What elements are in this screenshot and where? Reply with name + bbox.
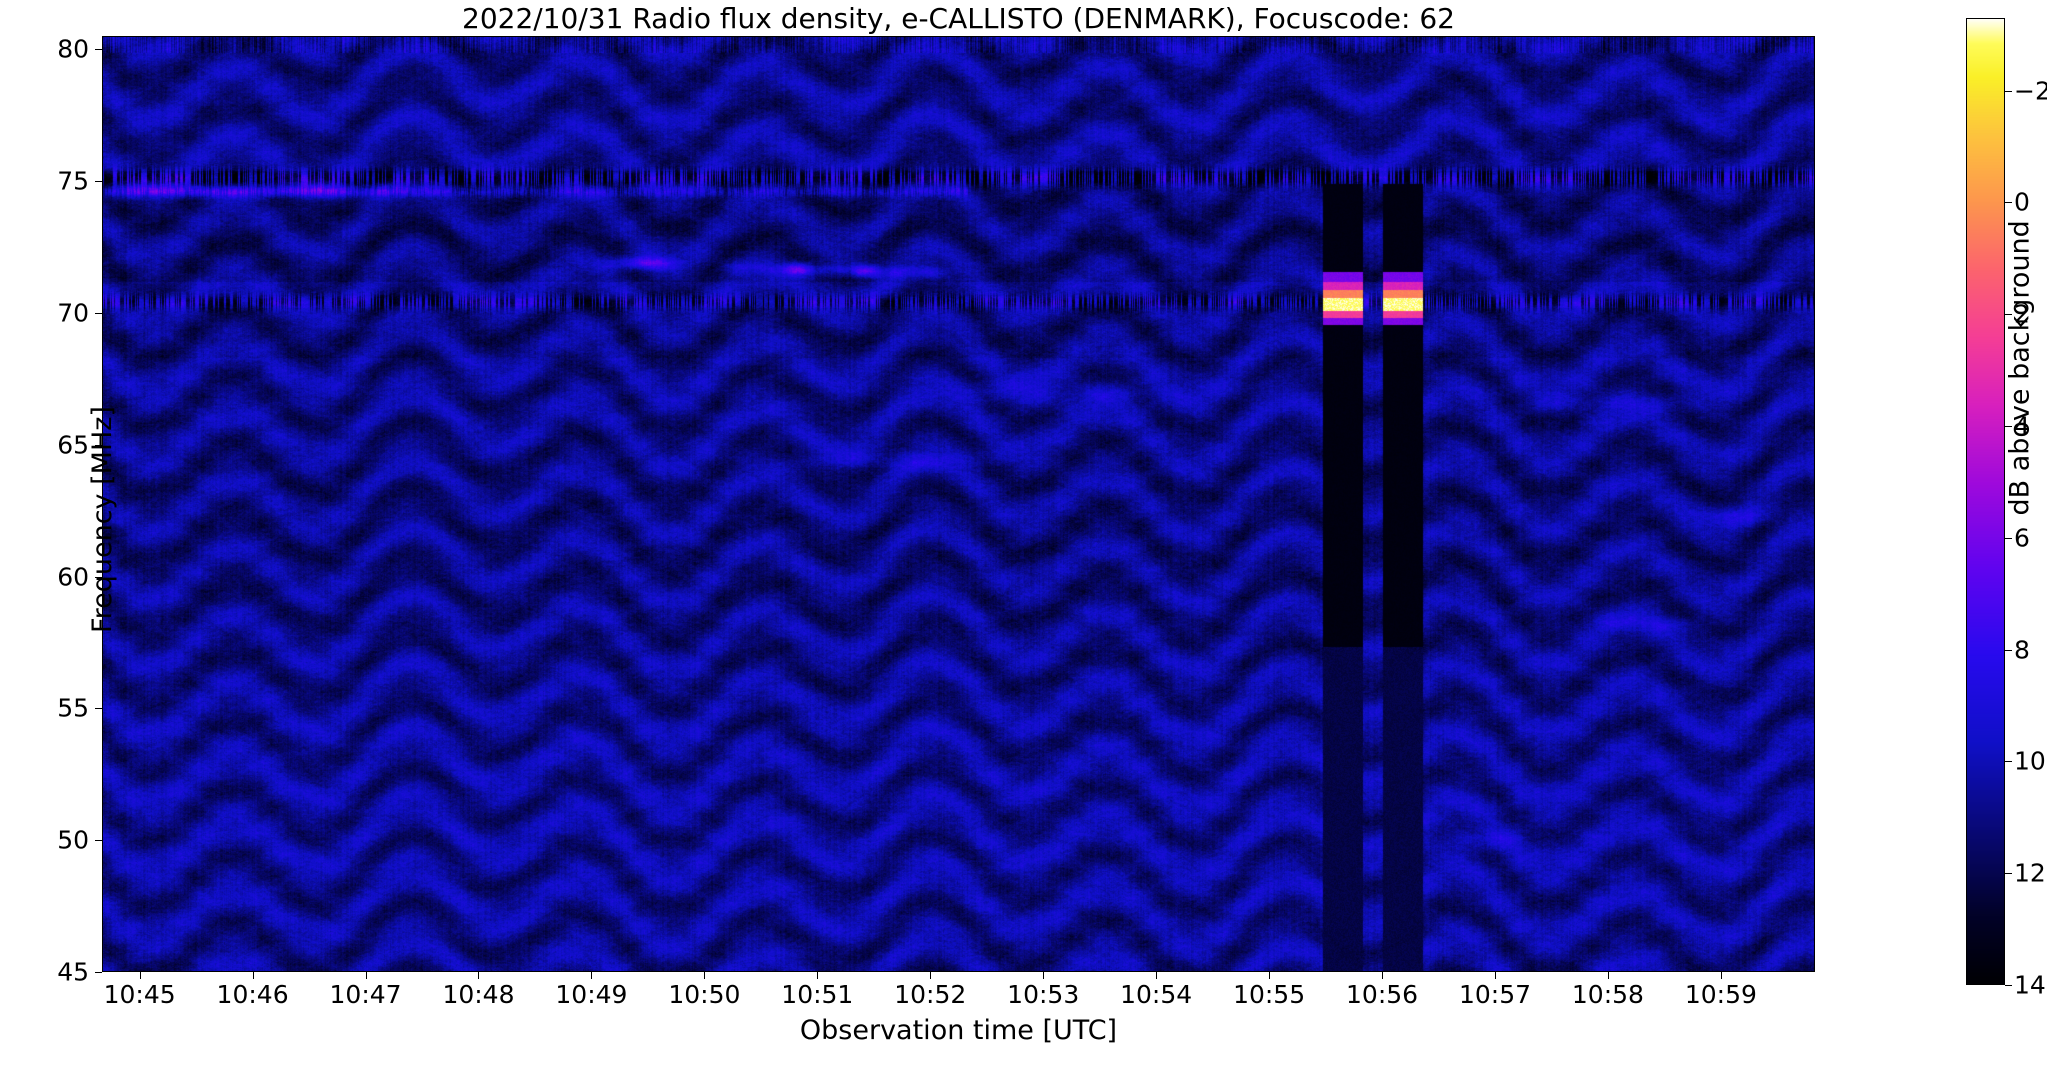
colorbar-tick-label: 2 — [2014, 299, 2030, 329]
colorbar-tick-label: 6 — [2014, 523, 2030, 553]
x-tick-mark — [704, 972, 706, 979]
x-tick-label: 10:57 — [1458, 980, 1532, 1009]
y-tick-label: 55 — [57, 693, 89, 723]
x-tick-label: 10:56 — [1346, 980, 1419, 1009]
x-tick-mark — [1269, 972, 1271, 979]
colorbar-tick-label: 14 — [2014, 970, 2046, 1000]
colorbar-tick-mark — [2005, 537, 2012, 539]
x-tick-mark — [1382, 972, 1384, 979]
x-tick-label: 10:51 — [781, 980, 854, 1009]
x-tick-label: 10:49 — [555, 980, 628, 1009]
x-tick-label: 10:45 — [103, 980, 176, 1009]
x-tick-mark — [139, 972, 141, 979]
y-tick-label: 50 — [57, 825, 89, 855]
y-tick-mark — [95, 312, 102, 314]
x-tick-label: 10:48 — [442, 980, 515, 1009]
colorbar-tick-mark — [2005, 90, 2012, 92]
spectrogram-image — [103, 37, 1814, 971]
colorbar-tick-mark — [2005, 873, 2012, 875]
x-tick-label: 10:50 — [668, 980, 741, 1009]
colorbar-tick-mark — [2005, 426, 2012, 428]
y-tick-label: 60 — [57, 562, 89, 591]
x-tick-label: 10:54 — [1120, 980, 1193, 1009]
x-tick-mark — [1156, 972, 1158, 979]
colorbar-tick-mark — [2005, 202, 2012, 204]
x-tick-mark — [1494, 972, 1496, 979]
page-title: 2022/10/31 Radio flux density, e-CALLIST… — [462, 2, 1455, 35]
y-tick-mark — [95, 840, 102, 842]
x-tick-mark — [478, 972, 480, 979]
y-tick-mark — [95, 444, 102, 446]
colorbar-tick-label: 8 — [2014, 635, 2030, 665]
colorbar — [1966, 18, 2005, 985]
y-tick-mark — [95, 576, 102, 578]
x-tick-label: 10:46 — [216, 980, 289, 1009]
x-tick-label: 10:47 — [329, 980, 402, 1009]
x-tick-label: 10:58 — [1571, 980, 1644, 1009]
spectrogram-plot-area — [102, 36, 1815, 972]
x-tick-mark — [817, 972, 819, 979]
colorbar-tick-label: 10 — [2014, 746, 2046, 776]
colorbar-tick-label: 12 — [2014, 858, 2046, 888]
colorbar-tick-mark — [2005, 314, 2012, 316]
y-tick-mark — [95, 181, 102, 182]
y-tick-label: 70 — [57, 298, 89, 328]
x-axis-label: Observation time [UTC] — [799, 1015, 1118, 1046]
y-axis-label: Frequency [MHz] — [86, 406, 118, 633]
x-tick-label: 10:59 — [1684, 980, 1757, 1009]
y-tick-mark — [95, 972, 102, 973]
x-tick-mark — [1043, 972, 1045, 979]
y-tick-label: 80 — [57, 34, 89, 64]
colorbar-gradient — [1967, 19, 2004, 984]
colorbar-tick-mark — [2005, 761, 2012, 763]
y-tick-mark — [95, 49, 102, 51]
colorbar-tick-label: 0 — [2014, 187, 2030, 217]
x-tick-label: 10:53 — [1007, 980, 1080, 1009]
x-tick-label: 10:52 — [894, 980, 967, 1009]
x-tick-mark — [1607, 972, 1609, 979]
x-tick-mark — [930, 972, 932, 979]
colorbar-tick-label: 4 — [2014, 411, 2030, 441]
x-tick-mark — [591, 972, 593, 979]
colorbar-tick-mark — [2005, 985, 2012, 986]
y-tick-mark — [95, 708, 102, 710]
colorbar-label: dB above background — [2004, 220, 2036, 516]
colorbar-tick-label: −2 — [2014, 76, 2047, 106]
x-tick-mark — [1720, 972, 1722, 979]
colorbar-tick-mark — [2005, 649, 2012, 651]
x-tick-mark — [252, 972, 254, 979]
y-tick-label: 65 — [57, 430, 89, 460]
y-tick-label: 45 — [57, 957, 89, 987]
y-tick-label: 75 — [57, 166, 89, 196]
x-tick-mark — [365, 972, 367, 979]
x-tick-label: 10:55 — [1233, 980, 1306, 1009]
